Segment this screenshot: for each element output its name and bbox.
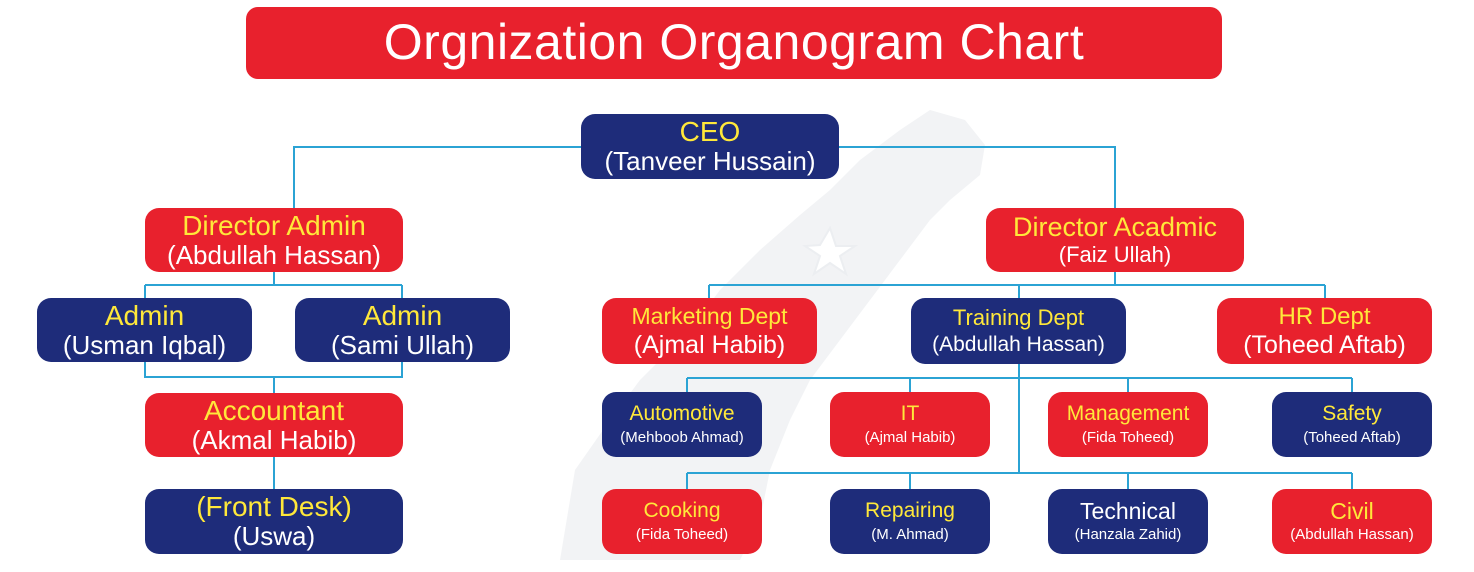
node-person: (M. Ahmad) bbox=[871, 525, 949, 543]
node-person: (Sami Ullah) bbox=[330, 329, 475, 360]
node-role: Training Dept bbox=[952, 305, 1085, 330]
node-person: (Faiz Ullah) bbox=[1058, 242, 1172, 267]
node-role: Director Acadmic bbox=[1012, 212, 1218, 242]
node-management: Management (Fida Toheed) bbox=[1048, 392, 1208, 457]
connector-ceo-director-admin bbox=[293, 146, 582, 208]
node-person: (Tanveer Hussain) bbox=[604, 146, 816, 176]
node-person: (Ajmal Habib) bbox=[633, 330, 786, 359]
node-marketing-dept: Marketing Dept (Ajmal Habib) bbox=[602, 298, 817, 364]
node-role: Admin bbox=[104, 299, 185, 331]
node-person: (Toheed Aftab) bbox=[1303, 428, 1401, 446]
node-admin-2: Admin (Sami Ullah) bbox=[295, 298, 510, 362]
node-civil: Civil (Abdullah Hassan) bbox=[1272, 489, 1432, 554]
node-role: CEO bbox=[679, 116, 741, 147]
node-repairing: Repairing (M. Ahmad) bbox=[830, 489, 990, 554]
node-role: Safety bbox=[1322, 401, 1382, 425]
node-role: Automotive bbox=[629, 401, 735, 425]
node-cooking: Cooking (Fida Toheed) bbox=[602, 489, 762, 554]
connector-training-row2 bbox=[686, 378, 1353, 489]
node-it: IT (Ajmal Habib) bbox=[830, 392, 990, 457]
node-role: Civil bbox=[1330, 497, 1374, 524]
connector-director-academic-depts bbox=[708, 272, 1326, 298]
node-role: (Front Desk) bbox=[196, 491, 352, 522]
node-person: (Fida Toheed) bbox=[1081, 428, 1175, 446]
node-front-desk: (Front Desk) (Uswa) bbox=[145, 489, 403, 554]
connector-director-admin-admins bbox=[144, 272, 403, 298]
node-role: HR Dept bbox=[1278, 302, 1371, 330]
node-director-academic: Director Acadmic (Faiz Ullah) bbox=[986, 208, 1244, 272]
node-role: Director Admin bbox=[182, 209, 366, 241]
node-role: Management bbox=[1066, 401, 1190, 425]
connector-ceo-director-academic bbox=[838, 146, 1116, 208]
node-hr-dept: HR Dept (Toheed Aftab) bbox=[1217, 298, 1432, 364]
node-role: Marketing Dept bbox=[631, 302, 788, 329]
node-admin-1: Admin (Usman Iqbal) bbox=[37, 298, 252, 362]
node-person: (Fida Toheed) bbox=[635, 525, 729, 543]
node-person: (Toheed Aftab) bbox=[1243, 330, 1406, 359]
node-person: (Akmal Habib) bbox=[191, 424, 357, 455]
node-role: Repairing bbox=[865, 498, 955, 522]
node-person: (Abdullah Hassan) bbox=[1290, 525, 1414, 543]
node-ceo: CEO (Tanveer Hussain) bbox=[581, 114, 839, 179]
node-role: Cooking bbox=[643, 498, 721, 522]
node-safety: Safety (Toheed Aftab) bbox=[1272, 392, 1432, 457]
node-person: (Hanzala Zahid) bbox=[1074, 525, 1182, 543]
node-role: Admin bbox=[362, 299, 443, 331]
node-person: (Usman Iqbal) bbox=[62, 329, 227, 360]
node-person: (Uswa) bbox=[232, 521, 316, 551]
node-accountant: Accountant (Akmal Habib) bbox=[145, 393, 403, 457]
node-director-admin: Director Admin (Abdullah Hassan) bbox=[145, 208, 403, 272]
node-role: Technical bbox=[1080, 497, 1176, 524]
node-person: (Abdullah Hassan) bbox=[167, 239, 381, 270]
node-training-dept: Training Dept (Abdullah Hassan) bbox=[911, 298, 1126, 364]
node-automotive: Automotive (Mehboob Ahmad) bbox=[602, 392, 762, 457]
connector-admins-accountant bbox=[144, 362, 403, 393]
node-role: IT bbox=[900, 401, 920, 425]
node-person: (Abdullah Hassan) bbox=[932, 333, 1105, 356]
page-title: Orgnization Organogram Chart bbox=[246, 7, 1222, 79]
node-technical: Technical (Hanzala Zahid) bbox=[1048, 489, 1208, 554]
node-role: Accountant bbox=[203, 394, 345, 426]
node-person: (Mehboob Ahmad) bbox=[620, 428, 744, 446]
node-person: (Ajmal Habib) bbox=[864, 428, 956, 446]
